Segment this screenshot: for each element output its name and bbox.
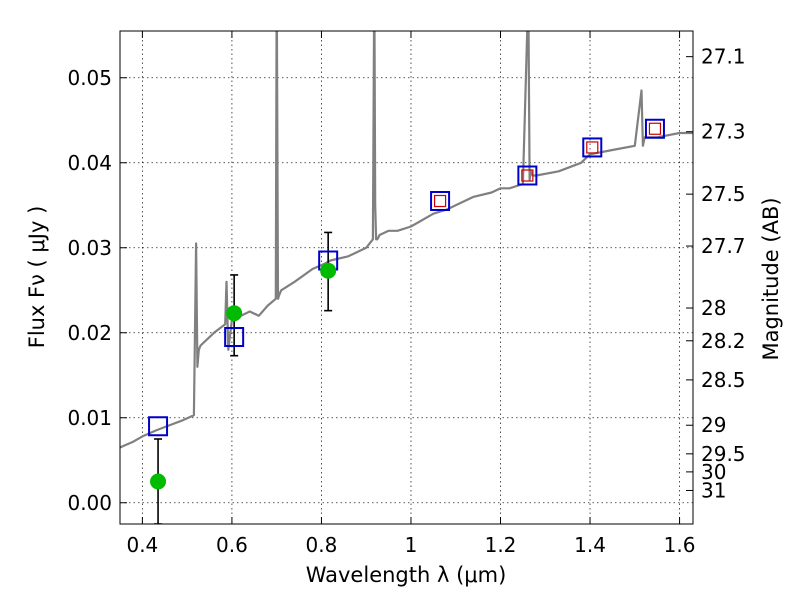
- spectrum-layer: [120, 31, 693, 449]
- model-point-square: [644, 118, 665, 139]
- right-tick-label: 30: [701, 460, 726, 484]
- model-point-inner: [433, 194, 447, 208]
- y-tick-label: 0.03: [67, 236, 112, 260]
- y-tick-label: 0.05: [67, 66, 112, 90]
- model-point-square: [517, 165, 538, 186]
- right-tick-label: 29: [701, 413, 726, 437]
- y-axis-right-label: Magnitude (AB): [759, 197, 783, 360]
- plot-frame: [119, 30, 694, 525]
- model-point-square: [148, 416, 169, 437]
- right-tick-label: 27.1: [701, 45, 746, 69]
- grid-lines: [120, 31, 693, 524]
- model-point-square: [582, 137, 603, 158]
- y-tick-label: 0.00: [67, 491, 112, 515]
- right-tick-label: 29.5: [701, 442, 746, 466]
- right-tick-label: 27.5: [701, 182, 746, 206]
- x-tick-label: 1.4: [574, 533, 606, 557]
- y-tick-label: 0.04: [67, 151, 112, 175]
- x-axis-label: Wavelength λ (μm): [306, 563, 507, 587]
- marker-layer: [148, 118, 665, 524]
- tick-layer: 0.4 0.6 0.8 1 1.2 1.4 1.6 0.00 0.01 0.02 0.03 0.04 0…: [67, 31, 746, 557]
- right-tick-label: 28.5: [701, 368, 746, 392]
- x-tick-label: 1: [405, 533, 418, 557]
- right-tick-label: 28.2: [701, 329, 746, 353]
- observed-point: [150, 473, 167, 490]
- model-point-square: [430, 191, 451, 211]
- model-point-inner: [648, 122, 662, 135]
- observed-point: [226, 305, 243, 322]
- y-tick-label: 0.01: [67, 406, 112, 430]
- model-point-inner: [521, 169, 534, 182]
- x-tick-label: 0.4: [126, 533, 158, 557]
- right-tick-label: 28: [701, 296, 726, 320]
- right-tick-label: 31: [701, 478, 726, 502]
- right-tick-label: 27.3: [701, 120, 746, 144]
- right-tick-label: 27.7: [701, 234, 746, 258]
- y-axis-label: Flux Fν ( μJy ): [25, 206, 49, 349]
- spectrum-line: [120, 31, 693, 449]
- x-tick-label: 1.6: [664, 533, 696, 557]
- x-tick-label: 0.6: [216, 533, 248, 557]
- y-tick-label: 0.02: [67, 321, 112, 345]
- model-point-inner: [586, 141, 599, 154]
- model-point-square: [224, 327, 245, 347]
- observed-point: [320, 262, 337, 279]
- x-tick-label: 1.2: [485, 533, 517, 557]
- x-tick-label: 0.8: [306, 533, 338, 557]
